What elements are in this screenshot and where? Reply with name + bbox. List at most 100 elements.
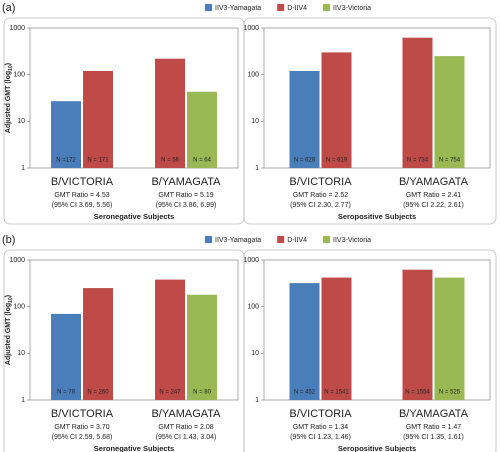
ratio-ci-label: (95% CI 3.86, 6.99)	[156, 202, 217, 209]
y-axis-label-part: 10	[8, 65, 14, 71]
n-label: N = 64	[193, 158, 212, 164]
n-label: N = 452	[294, 390, 316, 396]
n-label: N = 78	[57, 390, 76, 396]
ratio-label: GMT Ratio = 1.47	[406, 424, 461, 431]
n-label: N = 171	[87, 158, 109, 164]
legend-swatch	[277, 236, 285, 243]
x-tick-label: B/YAMAGATA	[399, 408, 469, 420]
legend-swatch	[205, 4, 212, 11]
chart-frame	[243, 249, 497, 452]
y-tick-label: 10	[251, 118, 259, 125]
y-tick-label: 1	[21, 397, 25, 404]
y-tick-label: 10	[251, 350, 259, 357]
ratio-label: GMT Ratio = 3.70	[54, 424, 109, 431]
bar	[83, 70, 113, 168]
y-tick-label: 1000	[9, 257, 25, 264]
ratio-ci-label: (95% CI 2.22, 2.61)	[403, 202, 464, 209]
ratio-label: GMT Ratio = 5.19	[158, 192, 213, 199]
ratio-label: GMT Ratio = 4.53	[54, 192, 109, 199]
x-tick-label: B/YAMAGATA	[151, 176, 221, 188]
ratio-ci-label: (95% CI 1.43, 3.04)	[156, 434, 217, 441]
n-label: N = 1554	[405, 390, 430, 396]
y-tick-label: 1000	[243, 25, 259, 32]
bar	[187, 91, 217, 168]
panel-label: (b)	[2, 234, 15, 246]
x-tick-label: B/YAMAGATA	[151, 408, 221, 420]
legend-swatch	[277, 4, 285, 11]
y-tick-label: 10	[17, 350, 25, 357]
bar	[402, 37, 433, 169]
ratio-ci-label: (95% CI 1.23, 1.46)	[290, 434, 351, 441]
legend-label: IIV3-Victoria	[333, 5, 371, 12]
n-label: N = 754	[439, 158, 461, 164]
group-label: Seropositive Subjects	[338, 212, 416, 221]
ratio-ci-label: (95% CI 3.69, 5.56)	[52, 202, 113, 209]
group-label: Seronegative Subjects	[94, 444, 174, 452]
n-label: N = 247	[159, 390, 181, 396]
y-tick-label: 10	[17, 118, 25, 125]
x-tick-label: B/VICTORIA	[289, 408, 352, 420]
y-tick-label: 100	[247, 304, 259, 311]
x-tick-label: B/VICTORIA	[51, 176, 114, 188]
y-axis-label: Adjusted GMT (log10)	[5, 295, 14, 365]
n-label: N = 1541	[324, 390, 349, 396]
ratio-ci-label: (95% CI 1.35, 1.61)	[403, 434, 464, 441]
legend-label: IIV3-Yamagata	[215, 237, 261, 244]
y-axis-label-part: Adjusted GMT (log	[5, 71, 12, 133]
legend-swatch	[205, 236, 212, 243]
bar	[434, 56, 465, 169]
n-label: N = 734	[407, 158, 429, 164]
chart-frame	[243, 17, 497, 225]
n-label: N =172	[56, 158, 76, 164]
bar	[155, 58, 185, 168]
n-label: N = 619	[326, 158, 348, 164]
ratio-ci-label: (95% CI 2.30, 2.77)	[290, 202, 351, 209]
y-axis-label: Adjusted GMT (log10)	[5, 63, 14, 133]
x-tick-label: B/YAMAGATA	[399, 176, 469, 188]
plot-area	[29, 259, 239, 401]
group-label: Seropositive Subjects	[338, 444, 416, 452]
y-axis-label-part: )	[5, 63, 12, 65]
bar	[434, 277, 465, 400]
y-axis-label-part: 10	[8, 297, 14, 303]
plot-area	[29, 27, 239, 169]
ratio-ci-label: (95% CI 2.59, 5.68)	[52, 434, 113, 441]
bar	[155, 279, 185, 400]
bar	[321, 277, 352, 400]
legend-label: IIV3-Victoria	[333, 237, 371, 244]
bar	[51, 101, 81, 168]
plot-area	[263, 27, 491, 169]
bar	[83, 288, 113, 400]
plot-area	[263, 259, 491, 401]
legend-label: IIV3-Yamagata	[215, 5, 261, 12]
panel-label: (a)	[2, 2, 15, 14]
y-tick-label: 1	[21, 165, 25, 172]
y-tick-label: 100	[247, 72, 259, 79]
bar	[402, 269, 433, 400]
n-label: N = 260	[87, 390, 109, 396]
bar	[51, 313, 81, 400]
group-label: Seronegative Subjects	[94, 212, 174, 221]
y-tick-label: 100	[13, 72, 25, 79]
n-label: N = 56	[161, 158, 180, 164]
y-tick-label: 100	[13, 304, 25, 311]
x-tick-label: B/VICTORIA	[289, 176, 352, 188]
y-tick-label: 1	[255, 397, 259, 404]
y-axis-label-part: Adjusted GMT (log	[5, 303, 12, 365]
legend-swatch	[323, 236, 331, 243]
bar	[321, 52, 352, 168]
y-tick-label: 1	[255, 165, 259, 172]
y-axis-label-part: )	[5, 295, 12, 297]
n-label: N = 80	[193, 390, 212, 396]
bar	[289, 283, 320, 400]
legend-label: D-IIV4	[287, 5, 307, 12]
ratio-label: GMT Ratio = 2.52	[293, 192, 348, 199]
n-label: N = 628	[294, 158, 316, 164]
y-tick-label: 1000	[243, 257, 259, 264]
n-label: N = 525	[439, 390, 461, 396]
y-tick-label: 1000	[9, 25, 25, 32]
bar	[289, 70, 320, 168]
ratio-label: GMT Ratio = 1.34	[293, 424, 348, 431]
legend-label: D-IIV4	[287, 237, 307, 244]
